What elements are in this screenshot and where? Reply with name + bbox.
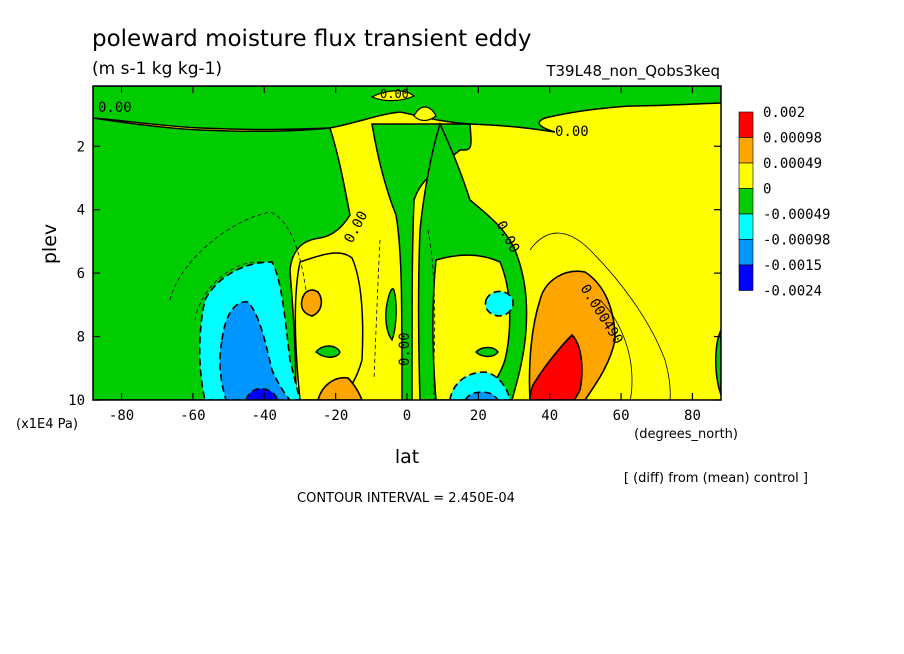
x-tick-label: 80 [684,408,701,424]
colorbar-label: -0.0015 [763,258,822,274]
x-tick-label: -40 [252,408,277,424]
colorbar-label: -0.00049 [763,207,830,223]
x-tick-label: 0 [403,408,411,424]
contour-interval-text: CONTOUR INTERVAL = 2.450E-04 [297,491,515,506]
yellow-top-sliver [413,106,437,122]
colorbar-label: 0 [763,182,771,198]
y-tick-label: 8 [77,330,85,346]
cyan-north-region [449,371,511,400]
yellow-right-inner [432,254,511,400]
colorbar-label: -0.0024 [763,284,822,300]
contour-label-1: 0.00 [98,100,132,116]
colorbar: 0.002 0.00098 0.00049 0 -0.00049 -0.00098 -0.0… [738,105,830,300]
colorbar-swatch [738,213,754,240]
colorbar-swatch [738,239,754,266]
x-axis-title: lat [395,446,419,468]
colorbar-swatch [738,111,754,138]
diff-note: [ (diff) from (mean) control ] [624,471,808,486]
colorbar-label: 0.002 [763,105,805,121]
plot-area [93,86,721,400]
y-units-label: (x1E4 Pa) [16,417,78,432]
thin-contour-north [529,232,671,400]
x-units-label: (degrees_north) [634,427,738,442]
experiment-label: T39L48_non_Qobs3keq [545,62,720,81]
thin-contour-north-2 [599,299,633,400]
x-tick-label: -20 [323,408,348,424]
y-axis: 2 4 6 8 10 [68,139,721,409]
y-tick-label: 6 [77,266,85,282]
green-spot-left [315,345,341,358]
x-axis: -80 -60 -40 -20 0 20 40 60 80 [109,86,701,424]
contour-label-6: 0.00 [380,87,409,101]
thin-contour-center-2 [373,239,381,381]
x-tick-label: 20 [470,408,487,424]
colorbar-label: -0.00098 [763,233,830,249]
y-tick-label: 10 [68,393,85,409]
y-tick-label: 4 [77,203,85,219]
green-spot-right [475,346,499,358]
colorbar-swatch [738,264,754,291]
thin-contour-center [427,229,436,400]
colorbar-label: 0.00098 [763,131,822,147]
colorbar-swatch [738,137,754,164]
y-tick-label: 2 [77,139,85,155]
cyan-north-blob [484,290,514,317]
orange-south-blob [300,289,323,317]
blue-south-region [219,301,292,400]
chart-title: poleward moisture flux transient eddy [92,26,531,52]
colorbar-swatch [738,162,754,189]
green-spot-center [385,288,397,342]
colorbar-label: 0.00049 [763,156,822,172]
deep-blue-south-core [245,387,279,400]
x-tick-label: 40 [541,408,558,424]
contour-label-5: 0.00 [397,332,413,366]
thin-contour-south [169,211,307,301]
contour-label-2: 0.00 [555,124,589,140]
y-axis-title: plev [39,224,61,264]
orange-south-bottom [317,376,363,400]
x-tick-label: -60 [180,408,205,424]
x-tick-label: 60 [613,408,630,424]
yellow-left-inner [294,252,364,400]
units-label: (m s-1 kg kg-1) [92,59,222,79]
yellow-top-sliver-2 [370,90,416,102]
red-north-core [529,333,583,400]
x-tick-label: -80 [109,408,134,424]
colorbar-swatch [738,188,754,215]
thin-contour-south-2 [194,261,263,321]
green-center-column [371,123,472,400]
